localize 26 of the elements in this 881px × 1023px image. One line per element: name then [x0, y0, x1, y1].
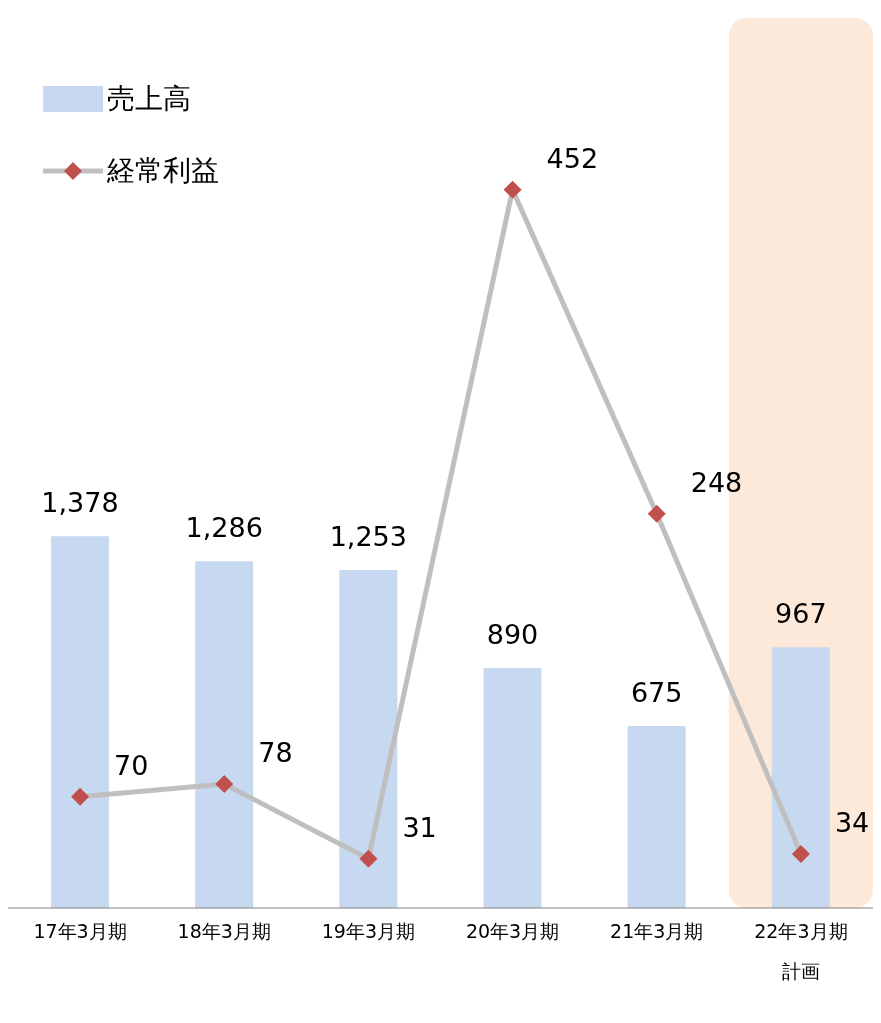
- data-label: 70: [114, 749, 149, 781]
- data-label: 452: [546, 142, 599, 174]
- x-tick-label: 22年3月期計画: [754, 920, 848, 982]
- data-label: 1,378: [41, 487, 119, 519]
- legend-label: 経常利益: [107, 153, 219, 189]
- data-label: 31: [402, 811, 437, 843]
- data-label: 248: [690, 466, 743, 498]
- bar: [771, 647, 830, 908]
- x-tick-label: 18年3月期: [177, 920, 271, 942]
- x-tick-label: 21年3月期: [610, 920, 704, 942]
- bar: [51, 536, 109, 908]
- data-label: 967: [775, 598, 827, 630]
- bar: [195, 561, 254, 908]
- data-label: 675: [630, 676, 683, 708]
- data-label: 34: [834, 806, 870, 838]
- legend-label: 売上高: [107, 81, 191, 117]
- data-label: 890: [486, 618, 539, 650]
- x-tick-label: 19年3月期: [321, 920, 416, 942]
- bar: [483, 667, 542, 908]
- data-label: 1,253: [329, 521, 407, 553]
- x-tick-label: 17年3月期: [33, 920, 127, 942]
- bar: [339, 570, 398, 908]
- x-tick-label: 20年3月期: [465, 920, 560, 942]
- bar: [627, 725, 686, 908]
- data-label: 1,286: [185, 512, 263, 544]
- data-label: 78: [258, 737, 293, 769]
